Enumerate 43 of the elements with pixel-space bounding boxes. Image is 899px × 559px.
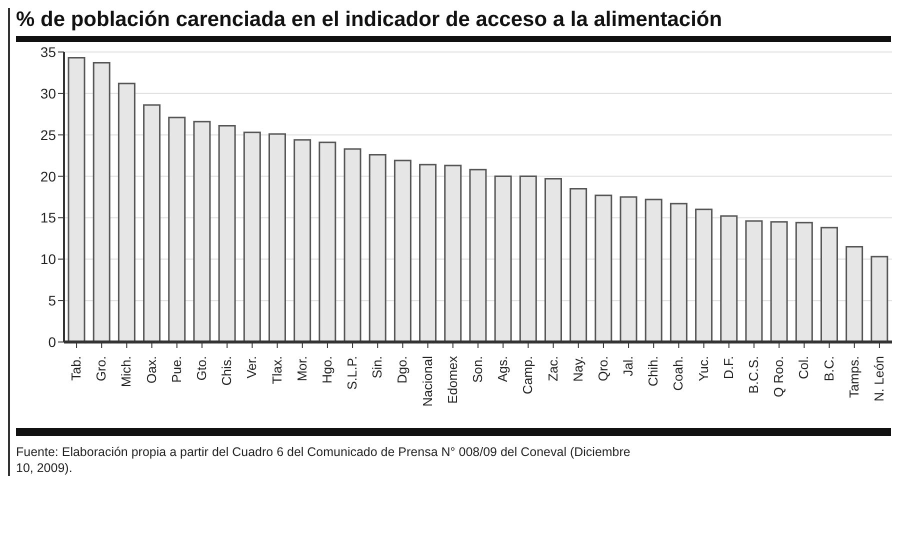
x-tick-label: Edomex <box>444 356 460 404</box>
x-tick-label: Q Roo. <box>771 356 786 398</box>
x-tick-label: N. León <box>871 356 886 402</box>
x-tick-label: Qro. <box>595 356 610 382</box>
x-tick-label: Yuc. <box>696 356 711 382</box>
x-tick-label: S.L.P. <box>344 356 360 390</box>
x-tick-label: Mor. <box>294 356 310 382</box>
y-tick-label: 25 <box>40 126 56 143</box>
x-tick-label: Ags. <box>495 356 510 382</box>
x-tick-label: Gto. <box>194 356 209 381</box>
x-tick-label: Mich. <box>118 356 134 388</box>
x-tick-label: Nay. <box>570 356 586 382</box>
x-tick-label: D.F. <box>720 356 736 380</box>
x-tick-label: Son. <box>470 356 485 383</box>
y-tick-label: 30 <box>40 85 56 102</box>
x-tick-label: Dgo. <box>394 356 410 384</box>
y-tick-label: 10 <box>40 251 56 268</box>
x-tick-label: Coah. <box>670 356 686 391</box>
x-tick-label: Tab. <box>68 356 84 381</box>
x-tick-label: Gro. <box>94 356 109 382</box>
y-tick-label: 0 <box>48 334 56 350</box>
x-tick-label: B.C.S. <box>746 356 761 394</box>
x-tick-label: Chih. <box>646 356 661 386</box>
chart-title: % de población carenciada en el indicador de acceso a la alimentación <box>16 8 724 32</box>
x-tick-label: Sin. <box>370 356 385 378</box>
x-tick-label: Chis. <box>219 356 234 386</box>
x-tick-label: Ver. <box>244 356 260 378</box>
source-note: Fuente: Elaboración propia a partir del Cuadro 6 del Comunicado de Prensa N° 008/09 del Coneval (Diciembre 10, 2009). <box>16 444 632 476</box>
x-tick-label: Zac. <box>545 356 560 382</box>
y-tick-label: 35 <box>40 44 56 60</box>
y-tick-label: 5 <box>48 292 56 309</box>
y-tick-label: 15 <box>40 210 56 226</box>
x-tick-label: Hgo. <box>319 356 334 384</box>
x-tick-label: Tamps. <box>846 356 862 398</box>
y-tick-label: 20 <box>40 168 56 184</box>
x-tick-label: Col. <box>796 356 812 380</box>
x-tick-label: Jal. <box>620 356 636 376</box>
x-tick-label: Tlax. <box>269 356 284 384</box>
x-tick-label: Pue. <box>168 356 184 383</box>
x-tick-label: Nacional <box>420 356 435 407</box>
x-tick-label: B.C. <box>821 356 836 382</box>
x-tick-label: Oax. <box>144 356 159 384</box>
x-tick-label: Camp. <box>520 356 536 394</box>
